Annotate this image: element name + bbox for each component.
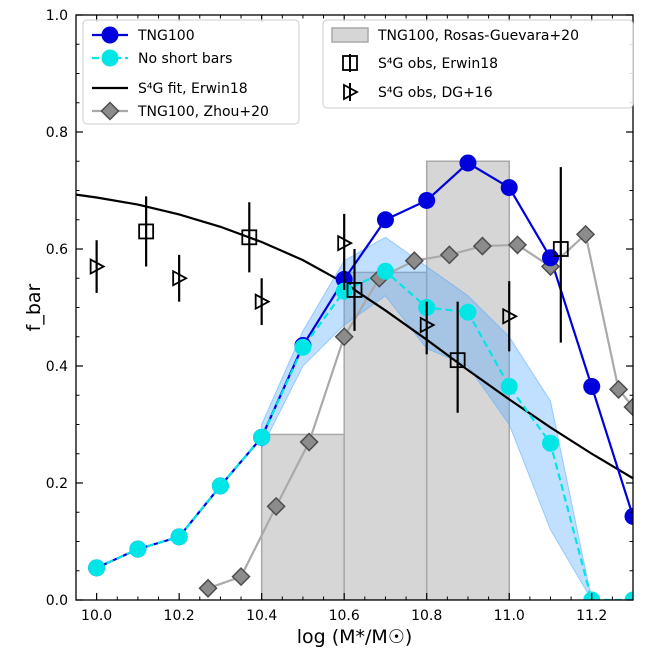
zhou-point — [299, 432, 319, 452]
zhou-point — [231, 567, 251, 587]
erwin-obs-point — [241, 229, 258, 246]
zhou-point — [623, 397, 633, 417]
legend-swatch-dg16 — [343, 83, 359, 101]
no-short-bars-point — [541, 434, 559, 452]
histogram-bar — [260, 433, 345, 600]
no-short-bars-point — [500, 377, 518, 395]
legend-label-rosas-guevara: TNG100, Rosas-Guevara+20 — [377, 28, 579, 44]
zhou-point — [334, 327, 354, 347]
legend-swatch-rosas-guevara — [331, 27, 369, 43]
legend-label-no-short-bars: No short bars — [138, 51, 232, 67]
x-tick-label: 10.0 — [81, 608, 112, 624]
x-tick-label: 10.4 — [246, 608, 277, 624]
axes: 10.0 10.2 10.4 10.6 10.8 11.0 11.2 0.0 0.2 0.4 0.6… — [23, 8, 634, 648]
y-tick-label: 0.8 — [46, 125, 68, 141]
no-short-bars-point — [170, 528, 188, 546]
legend-label-erwin-obs: S⁴G obs, Erwin18 — [378, 56, 498, 72]
dg16-obs-point — [502, 307, 519, 325]
erwin-obs-point — [138, 223, 155, 240]
x-tick-label: 10.8 — [411, 608, 442, 624]
zhou-point — [404, 251, 424, 271]
legend-box-left — [82, 19, 300, 125]
y-tick-label: 1.0 — [46, 8, 68, 24]
no-short-bars-point — [459, 303, 477, 321]
legend-label-dg16: S⁴G obs, DG+16 — [378, 85, 493, 101]
dg16-obs-point — [172, 269, 189, 287]
zhou-point — [507, 235, 528, 255]
tng100-point — [418, 191, 436, 209]
zhou-point — [608, 379, 629, 399]
erwin-obs-point — [449, 352, 466, 369]
x-tick-label: 11.2 — [576, 608, 607, 624]
no-short-bars-point — [253, 428, 271, 446]
dg16-obs-point — [419, 316, 436, 334]
tng100-point — [500, 179, 518, 197]
x-tick-label: 10.6 — [329, 608, 360, 624]
tng100-point — [376, 211, 394, 229]
legend-swatch-erwin-obs — [342, 55, 358, 71]
histogram-bar — [343, 271, 428, 600]
legend-swatch-tng100 — [101, 26, 119, 44]
no-short-bars-point — [88, 559, 106, 577]
no-short-bars-point — [335, 282, 353, 300]
dg16-obs-point — [254, 293, 271, 311]
legend-label-tng100: TNG100 — [137, 28, 195, 44]
x-axis-label: log (M*/M☉) — [297, 626, 413, 648]
erwin-obs-point — [552, 241, 569, 257]
legend-swatch-zhou — [100, 101, 120, 121]
zhou-point — [198, 578, 218, 598]
zhou-point — [575, 224, 596, 244]
rosas-guevara-histogram — [260, 160, 510, 600]
zhou-line — [207, 232, 633, 590]
x-tick-label: 11.0 — [494, 608, 525, 624]
legend-label-zhou: TNG100, Zhou+20 — [137, 104, 269, 120]
legend-box-right — [322, 19, 634, 109]
tng100-point — [583, 377, 601, 395]
y-tick-label: 0.2 — [46, 476, 68, 492]
histogram-bar — [425, 160, 510, 600]
y-tick-label: 0.6 — [46, 242, 68, 258]
legend-swatch-no-short-bars — [101, 49, 119, 67]
no-short-bars-point — [129, 540, 147, 558]
y-tick-label: 0.0 — [46, 593, 68, 609]
no-short-bars-point — [294, 338, 312, 356]
dg16-obs-point — [89, 258, 106, 276]
y-tick-label: 0.4 — [46, 359, 68, 375]
no-short-bars-line — [96, 269, 633, 600]
erwin-obs-point — [346, 282, 363, 298]
tng100-point — [459, 154, 477, 172]
dg16-obs-point — [337, 234, 354, 252]
tng100-point — [541, 249, 559, 267]
no-short-bars-point — [624, 591, 633, 600]
legend-label-erwin-fit: S⁴G fit, Erwin18 — [138, 81, 248, 97]
y-axis-label: f_bar — [23, 283, 45, 331]
zhou-point — [472, 236, 492, 256]
no-short-bars-point — [211, 477, 229, 495]
no-short-bars-point — [376, 262, 394, 280]
x-tick-label: 10.2 — [164, 608, 195, 624]
zhou-point — [266, 496, 286, 516]
legend: TNG100 No short bars S⁴G fit, Erwin18 TNG10… — [82, 19, 634, 125]
series-markers — [88, 154, 633, 600]
zhou-point — [439, 245, 459, 265]
